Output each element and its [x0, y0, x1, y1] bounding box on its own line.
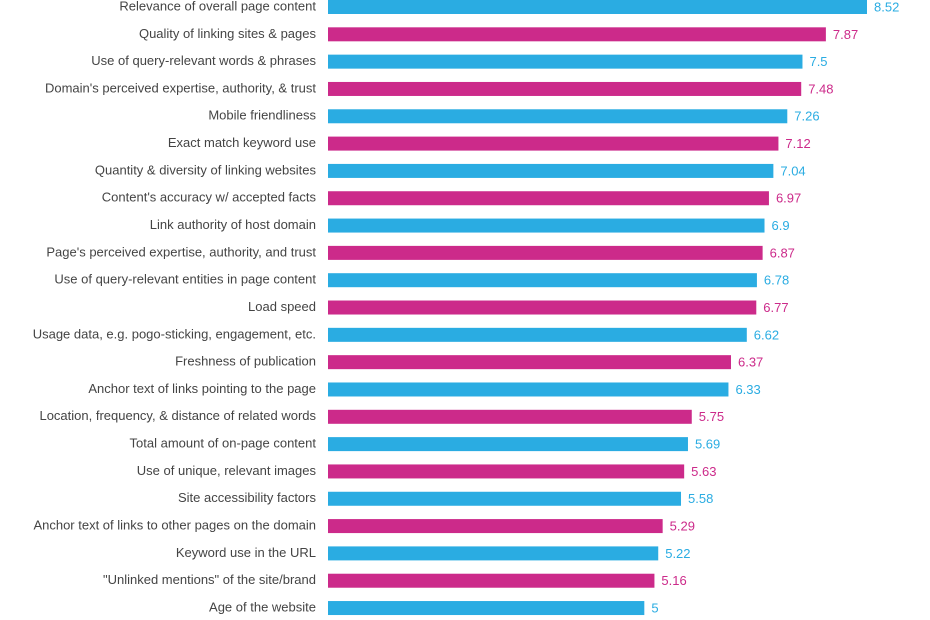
category-label: Usage data, e.g. pogo-sticking, engageme…	[33, 326, 316, 341]
value-label: 5.22	[665, 546, 690, 561]
bar	[328, 245, 763, 260]
value-label: 7.12	[785, 136, 810, 151]
category-label: "Unlinked mentions" of the site/brand	[103, 572, 316, 587]
bar	[328, 409, 692, 424]
bar	[328, 0, 867, 14]
bar	[328, 437, 688, 452]
bar	[328, 300, 757, 315]
category-label: Location, frequency, & distance of relat…	[39, 408, 316, 423]
value-label: 6.62	[754, 327, 779, 342]
value-label: 5.69	[695, 437, 720, 452]
value-label: 5	[651, 600, 658, 615]
category-label: Site accessibility factors	[178, 490, 316, 505]
bar	[328, 136, 779, 151]
category-label: Quality of linking sites & pages	[139, 26, 317, 41]
bar	[328, 54, 803, 69]
bar	[328, 273, 757, 288]
category-label: Anchor text of links to other pages on t…	[33, 518, 316, 533]
bars	[328, 0, 867, 616]
value-label: 5.63	[691, 464, 716, 479]
value-label: 5.16	[661, 573, 686, 588]
category-label: Load speed	[248, 299, 316, 314]
bar	[328, 601, 645, 616]
value-label: 7.5	[809, 54, 827, 69]
value-label: 6.33	[735, 382, 760, 397]
category-labels: Relevance of overall page content Quality…	[33, 0, 317, 614]
bar	[328, 27, 826, 42]
category-label: Use of query-relevant entities in page c…	[54, 272, 316, 287]
value-label: 8.52	[874, 0, 899, 14]
value-label: 7.48	[808, 81, 833, 96]
value-label: 6.77	[763, 300, 788, 315]
value-labels: 8.52 7.87 7.5 7.48 7.26 7.12 7.04 6.97 6.9 6.87 6.…	[651, 0, 899, 615]
category-label: Age of the website	[209, 599, 316, 614]
value-label: 6.97	[776, 191, 801, 206]
bar	[328, 382, 729, 397]
bar	[328, 355, 731, 370]
category-label: Page's perceived expertise, authority, a…	[46, 244, 316, 259]
value-label: 6.78	[764, 273, 789, 288]
bar	[328, 163, 774, 178]
value-label: 5.75	[699, 409, 724, 424]
category-label: Relevance of overall page content	[119, 0, 316, 13]
category-label: Use of unique, relevant images	[137, 463, 317, 478]
bar	[328, 81, 802, 96]
bar	[328, 573, 655, 588]
bar	[328, 491, 682, 506]
category-label: Freshness of publication	[175, 354, 316, 369]
category-label: Content's accuracy w/ accepted facts	[102, 190, 317, 205]
category-label: Exact match keyword use	[168, 135, 316, 150]
bar	[328, 109, 788, 124]
value-label: 5.29	[670, 519, 695, 534]
category-label: Mobile friendliness	[208, 108, 316, 123]
category-label: Quantity & diversity of linking websites	[95, 162, 317, 177]
category-label: Domain's perceived expertise, authority,…	[45, 80, 316, 95]
bar	[328, 327, 747, 342]
category-label: Anchor text of links pointing to the pag…	[88, 381, 316, 396]
bar	[328, 218, 765, 233]
bar	[328, 464, 685, 479]
category-label: Keyword use in the URL	[176, 545, 316, 560]
value-label: 5.58	[688, 491, 713, 506]
category-label: Link authority of host domain	[150, 217, 316, 232]
value-label: 7.87	[833, 27, 858, 42]
value-label: 6.87	[770, 245, 795, 260]
value-label: 6.37	[738, 355, 763, 370]
bar	[328, 191, 769, 206]
category-label: Total amount of on-page content	[130, 436, 317, 451]
bar	[328, 546, 659, 561]
value-label: 7.04	[780, 163, 805, 178]
category-label: Use of query-relevant words & phrases	[91, 53, 316, 68]
value-label: 7.26	[794, 109, 819, 124]
value-label: 6.9	[772, 218, 790, 233]
bar	[328, 519, 663, 534]
